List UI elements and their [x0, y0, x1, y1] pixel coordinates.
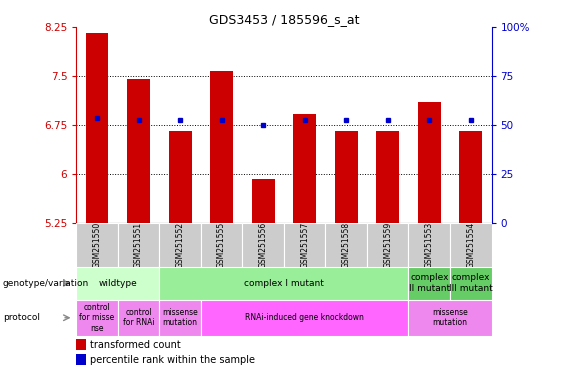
Text: GSM251556: GSM251556 — [259, 222, 268, 268]
Bar — [76, 339, 86, 350]
Bar — [127, 79, 150, 223]
Text: control
for misse
nse: control for misse nse — [80, 303, 115, 333]
Bar — [201, 223, 242, 267]
Bar — [459, 131, 482, 223]
Bar — [159, 267, 408, 300]
Bar — [159, 223, 201, 267]
Bar — [325, 223, 367, 267]
Text: complex
III mutant: complex III mutant — [449, 273, 493, 293]
Text: transformed count: transformed count — [90, 339, 181, 349]
Bar — [408, 300, 492, 336]
Text: GSM251553: GSM251553 — [425, 222, 434, 268]
Bar — [76, 354, 86, 365]
Bar — [210, 71, 233, 223]
Text: RNAi-induced gene knockdown: RNAi-induced gene knockdown — [245, 313, 364, 322]
Bar — [418, 102, 441, 223]
Text: GSM251552: GSM251552 — [176, 222, 185, 268]
Text: GSM251554: GSM251554 — [466, 222, 475, 268]
Bar — [408, 223, 450, 267]
Text: protocol: protocol — [3, 313, 40, 322]
Text: missense
mutation: missense mutation — [162, 308, 198, 328]
Text: GSM251558: GSM251558 — [342, 222, 351, 268]
Bar — [76, 267, 159, 300]
Text: GSM251559: GSM251559 — [383, 222, 392, 268]
Text: GSM251550: GSM251550 — [93, 222, 102, 268]
Bar — [450, 223, 492, 267]
Text: complex
II mutant: complex II mutant — [408, 273, 450, 293]
Bar — [242, 223, 284, 267]
Text: GSM251557: GSM251557 — [300, 222, 309, 268]
Bar — [284, 223, 325, 267]
Text: control
for RNAi: control for RNAi — [123, 308, 154, 328]
Text: missense
mutation: missense mutation — [432, 308, 468, 328]
Bar — [201, 300, 408, 336]
Bar — [252, 179, 275, 223]
Bar — [335, 131, 358, 223]
Bar — [118, 223, 159, 267]
Text: genotype/variation: genotype/variation — [3, 279, 89, 288]
Text: GSM251555: GSM251555 — [217, 222, 226, 268]
Bar — [376, 131, 399, 223]
Bar — [86, 33, 108, 223]
Bar — [159, 300, 201, 336]
Bar — [367, 223, 408, 267]
Bar — [408, 267, 450, 300]
Bar — [450, 267, 492, 300]
Text: percentile rank within the sample: percentile rank within the sample — [90, 355, 255, 365]
Bar — [169, 131, 192, 223]
Title: GDS3453 / 185596_s_at: GDS3453 / 185596_s_at — [208, 13, 359, 26]
Bar — [76, 300, 118, 336]
Bar — [293, 114, 316, 223]
Bar — [76, 223, 118, 267]
Text: wildtype: wildtype — [98, 279, 137, 288]
Text: GSM251551: GSM251551 — [134, 222, 143, 268]
Bar — [118, 300, 159, 336]
Text: complex I mutant: complex I mutant — [244, 279, 324, 288]
